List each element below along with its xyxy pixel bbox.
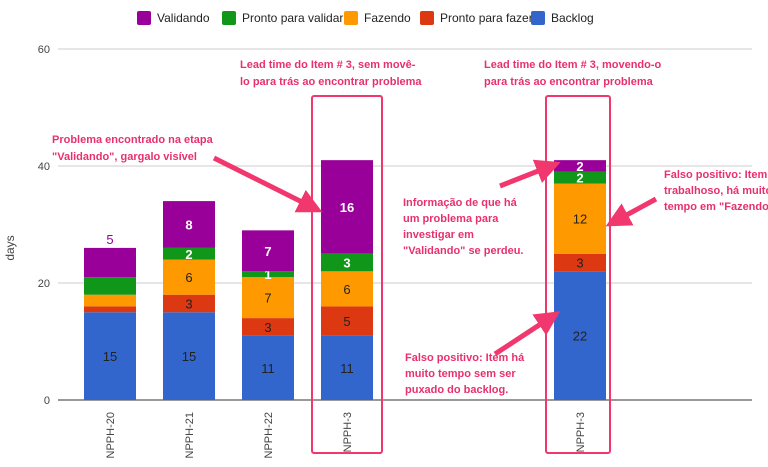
- bar-segment: [242, 318, 294, 336]
- data-label: 15: [182, 349, 196, 364]
- bar-segment: [242, 271, 294, 278]
- annotation: Problema encontrado na etapa "Validando",…: [52, 134, 214, 163]
- data-label: 16: [340, 200, 354, 215]
- bar-segment: [321, 253, 373, 272]
- arrow-problem: [212, 155, 323, 213]
- bar-segment: [84, 306, 136, 313]
- axes: 0 20 40 60 NPPH-20 NPPH-21 NPPH-22 NPPH-3 NPPH-3: [38, 44, 587, 458]
- legend-label: Pronto para fazer: [440, 11, 533, 25]
- x-tick-label: NPPH-3: [342, 412, 354, 452]
- legend-entry: Pronto para fazer: [420, 11, 533, 25]
- legend-swatch: [222, 11, 236, 25]
- legend-entry: Backlog: [531, 11, 594, 25]
- data-label: 15: [103, 349, 117, 364]
- bar-segment: [242, 230, 294, 272]
- legend: Validando Pronto para validar Fazendo Pront…: [137, 11, 594, 25]
- x-tick-label: NPPH-20: [105, 412, 117, 458]
- legend-label: Pronto para validar: [242, 11, 343, 25]
- legend-swatch: [420, 11, 434, 25]
- data-label: 12: [573, 212, 587, 227]
- annotation-arrows: [212, 155, 658, 357]
- data-label: 2: [576, 171, 583, 186]
- legend-entry: Validando: [137, 11, 210, 25]
- bar-segment: [554, 271, 606, 400]
- data-label: 7: [264, 244, 271, 259]
- bar-stack: 22 3 12 22: [554, 159, 606, 400]
- bar-segment: [242, 277, 294, 319]
- arrow-false-positive-backlog: [493, 311, 561, 357]
- data-label: 3: [576, 256, 583, 271]
- highlight-box-npph-3-a: [311, 95, 383, 454]
- arrow-lost-info: [499, 159, 561, 189]
- legend-swatch: [531, 11, 545, 25]
- annotation: Informação de que há um problema para inve…: [403, 197, 523, 257]
- bar-segment: [163, 247, 215, 260]
- y-tick-label: 40: [38, 161, 50, 173]
- legend-entry: Fazendo: [344, 11, 411, 25]
- bar-segment: [84, 277, 136, 295]
- annotation: Lead time do Item # 3, movendo-o para trá…: [484, 59, 662, 88]
- bar-segment: [163, 201, 215, 248]
- bar-segment: [321, 306, 373, 336]
- legend-swatch: [137, 11, 151, 25]
- x-tick-label: NPPH-22: [263, 412, 275, 458]
- bar-segment: [554, 171, 606, 184]
- bar-segment: [321, 335, 373, 400]
- data-label: 3: [185, 296, 192, 311]
- data-label: 3: [264, 320, 271, 335]
- annotation: Falso positivo: Item há muito tempo sem s…: [405, 352, 525, 396]
- arrow-false-positive-fazendo: [605, 196, 658, 227]
- data-label: 6: [185, 270, 192, 285]
- bar-segment: [84, 312, 136, 400]
- legend-label: Fazendo: [364, 11, 411, 25]
- data-label: 11: [261, 361, 275, 376]
- bar-segment: [84, 247, 136, 278]
- bar-segment: [84, 294, 136, 307]
- y-tick-label: 60: [38, 44, 50, 56]
- bar-segment: [321, 271, 373, 307]
- bar-stack: 11 5 6 3 16: [321, 160, 373, 400]
- bar-segment: [554, 160, 606, 172]
- bar-segment: [554, 183, 606, 254]
- highlight-boxes: [311, 95, 611, 454]
- annotations: Lead time do Item # 3, sem movê-lo para …: [52, 59, 768, 396]
- bar-segment: [163, 259, 215, 295]
- data-label: 6: [343, 282, 350, 297]
- data-label: 2: [185, 247, 192, 262]
- y-axis-label: days: [3, 235, 17, 260]
- legend-swatch: [344, 11, 358, 25]
- legend-label: Validando: [157, 11, 210, 25]
- bar-stack: 11 3 7 1 7: [242, 230, 294, 400]
- data-label: 2: [576, 159, 583, 174]
- bar-segment: [242, 335, 294, 400]
- x-tick-label: NPPH-21: [184, 412, 196, 458]
- y-tick-label: 20: [38, 278, 50, 290]
- y-tick-label: 0: [44, 395, 50, 407]
- data-label: 5: [343, 314, 350, 329]
- bar-segment: [321, 160, 373, 254]
- bar-segment: [163, 312, 215, 400]
- x-tick-label: NPPH-3: [575, 412, 587, 452]
- data-label: 5: [106, 232, 113, 247]
- data-label: 11: [340, 361, 354, 376]
- data-label: 7: [264, 291, 271, 306]
- highlight-box-npph-3-b: [545, 95, 611, 454]
- legend-entry: Pronto para validar: [222, 11, 343, 25]
- data-label: 1: [264, 267, 271, 282]
- annotation: Lead time do Item # 3, sem movê-lo para …: [240, 59, 422, 88]
- legend-label: Backlog: [551, 11, 594, 25]
- data-label: 8: [185, 218, 192, 233]
- bar-stack: 151235: [84, 232, 136, 400]
- annotation: Falso positivo: Item trabalhoso, há muito…: [664, 169, 768, 213]
- bar-segment: [554, 253, 606, 272]
- bar-segment: [163, 294, 215, 313]
- bars: 15123515362811371711563162231222: [84, 159, 606, 400]
- data-label: 22: [573, 329, 587, 344]
- bar-stack: 15 3 6 2 8: [163, 201, 215, 400]
- data-label: 3: [343, 256, 350, 271]
